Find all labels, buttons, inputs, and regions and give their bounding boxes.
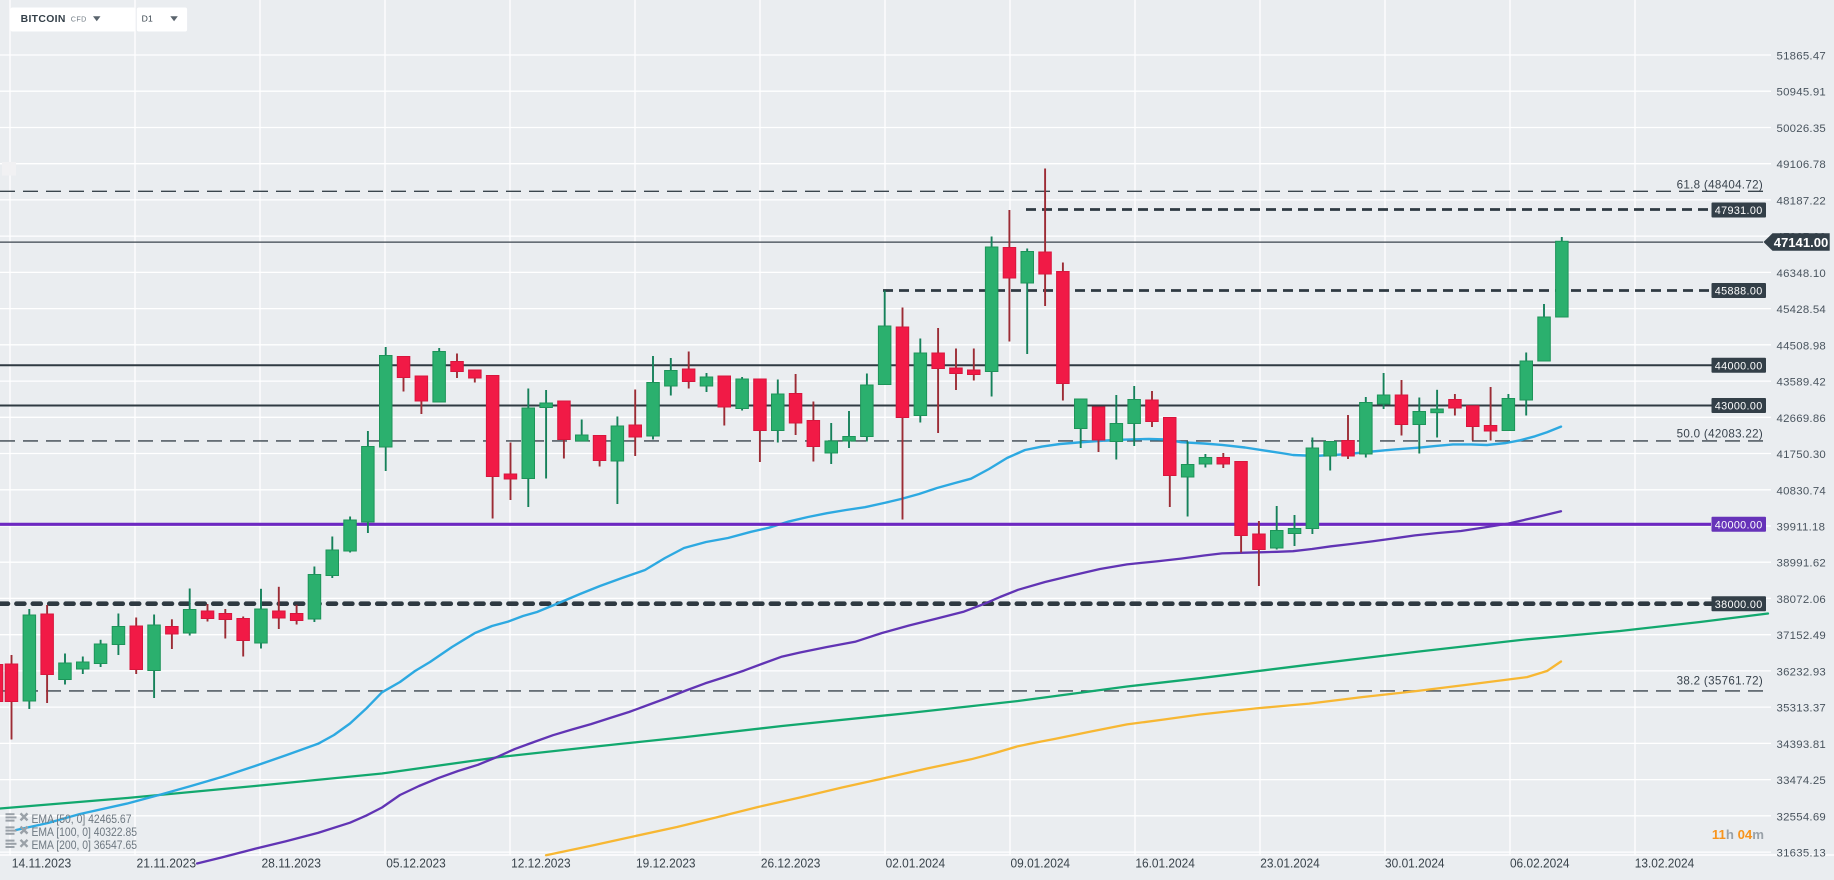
svg-text:21.11.2023: 21.11.2023 [137, 857, 197, 871]
svg-text:49106.78: 49106.78 [1777, 159, 1827, 171]
svg-text:50.0 (42083.22): 50.0 (42083.22) [1677, 428, 1763, 441]
svg-text:61.8 (48404.72): 61.8 (48404.72) [1677, 178, 1763, 191]
svg-text:31635.13: 31635.13 [1777, 848, 1827, 860]
svg-text:38000.00: 38000.00 [1715, 599, 1763, 611]
svg-text:47931.00: 47931.00 [1715, 205, 1763, 217]
svg-text:38.2 (35761.72): 38.2 (35761.72) [1677, 675, 1763, 688]
svg-text:BITCOIN: BITCOIN [21, 14, 66, 25]
svg-text:35313.37: 35313.37 [1777, 703, 1827, 715]
svg-text:51865.47: 51865.47 [1777, 51, 1827, 63]
svg-text:45888.00: 45888.00 [1715, 286, 1763, 298]
svg-text:44000.00: 44000.00 [1715, 360, 1763, 372]
svg-text:48187.22: 48187.22 [1777, 195, 1827, 207]
svg-text:19.12.2023: 19.12.2023 [636, 857, 696, 871]
svg-text:47141.00: 47141.00 [1774, 235, 1829, 250]
svg-text:40000.00: 40000.00 [1715, 519, 1763, 531]
svg-text:11h 04m: 11h 04m [1712, 827, 1764, 842]
svg-text:D1: D1 [142, 14, 153, 24]
svg-text:37152.49: 37152.49 [1777, 630, 1827, 642]
svg-text:38072.06: 38072.06 [1777, 594, 1827, 606]
svg-text:40830.74: 40830.74 [1777, 485, 1827, 497]
svg-text:41750.30: 41750.30 [1777, 449, 1827, 461]
svg-text:28.11.2023: 28.11.2023 [261, 857, 321, 871]
svg-text:50945.91: 50945.91 [1777, 87, 1827, 99]
svg-text:26.12.2023: 26.12.2023 [761, 857, 821, 871]
svg-text:CFD: CFD [71, 14, 87, 23]
svg-text:30.01.2024: 30.01.2024 [1385, 857, 1445, 871]
svg-text:06.02.2024: 06.02.2024 [1510, 857, 1570, 871]
svg-text:EMA [200, 0] 36547.65: EMA [200, 0] 36547.65 [32, 839, 138, 852]
svg-text:43589.42: 43589.42 [1777, 377, 1827, 389]
svg-text:46348.10: 46348.10 [1777, 268, 1827, 280]
svg-text:05.12.2023: 05.12.2023 [386, 857, 446, 871]
svg-text:36232.93: 36232.93 [1777, 666, 1827, 678]
svg-text:09.01.2024: 09.01.2024 [1011, 857, 1071, 871]
svg-text:EMA [100, 0] 40322.85: EMA [100, 0] 40322.85 [32, 826, 138, 839]
svg-text:44508.98: 44508.98 [1777, 340, 1827, 352]
svg-text:43000.00: 43000.00 [1715, 401, 1763, 413]
svg-text:13.02.2024: 13.02.2024 [1635, 857, 1695, 871]
svg-text:45428.54: 45428.54 [1777, 304, 1827, 316]
svg-text:38991.62: 38991.62 [1777, 558, 1827, 570]
svg-text:23.01.2024: 23.01.2024 [1260, 857, 1320, 871]
svg-text:16.01.2024: 16.01.2024 [1135, 857, 1195, 871]
svg-text:39911.18: 39911.18 [1777, 522, 1826, 534]
svg-text:02.01.2024: 02.01.2024 [886, 857, 946, 871]
svg-text:EMA [50, 0] 42465.67: EMA [50, 0] 42465.67 [32, 813, 132, 826]
svg-text:12.12.2023: 12.12.2023 [511, 857, 571, 871]
svg-text:42669.86: 42669.86 [1777, 413, 1827, 425]
svg-text:14.11.2023: 14.11.2023 [12, 857, 72, 871]
svg-text:33474.25: 33474.25 [1777, 775, 1827, 787]
svg-text:32554.69: 32554.69 [1777, 811, 1827, 823]
svg-text:50026.35: 50026.35 [1777, 123, 1827, 135]
svg-text:34393.81: 34393.81 [1777, 739, 1827, 751]
